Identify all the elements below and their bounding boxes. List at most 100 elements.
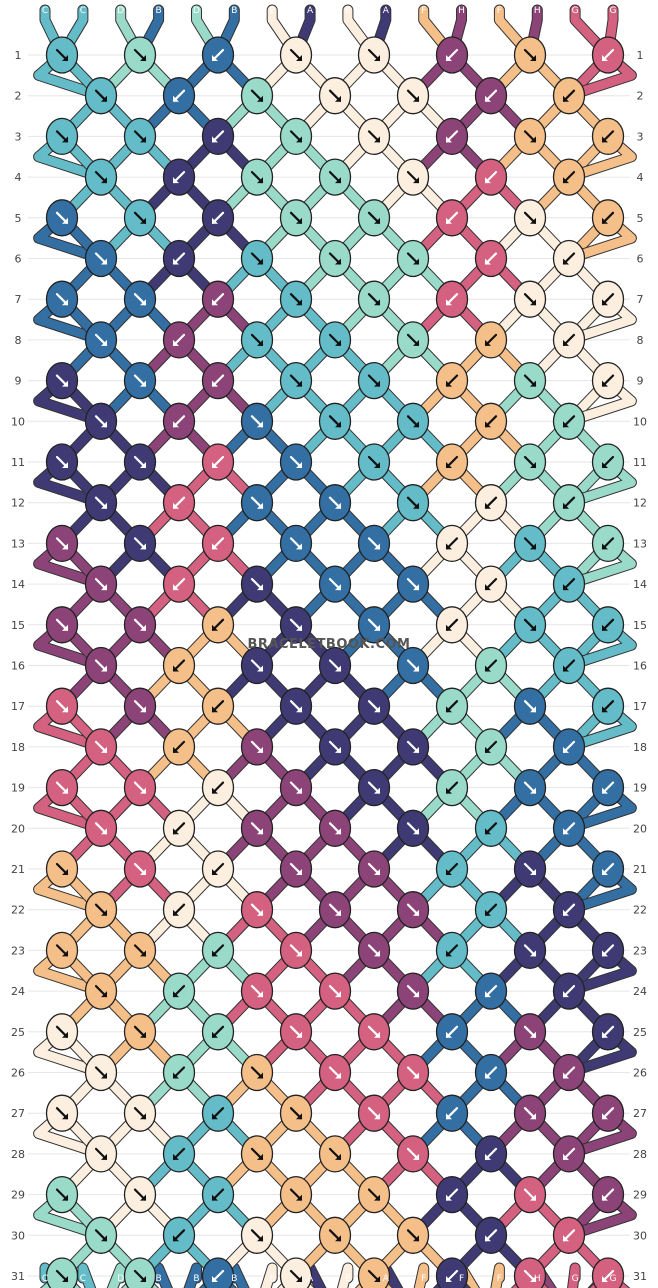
knot-arrow-head	[257, 746, 263, 753]
knot-arrow-head	[296, 706, 302, 713]
knot-oval	[123, 1257, 157, 1288]
knot-arrow-head	[374, 217, 380, 224]
knot-arrow-head	[485, 502, 491, 509]
knot-arrow-head	[257, 1153, 263, 1160]
knot	[318, 484, 352, 522]
row-number-right: 29	[633, 1189, 647, 1202]
knot-arrow-head	[563, 95, 569, 102]
knot	[45, 1094, 79, 1132]
bottom-strand-thread	[491, 1263, 504, 1288]
knot	[45, 687, 79, 725]
bottom-strand-label: E	[345, 1274, 351, 1284]
bottom-strand-thread	[107, 1263, 126, 1288]
knot-arrow-head	[413, 991, 419, 998]
knot	[201, 1013, 235, 1051]
knot-arrow-head	[140, 55, 146, 61]
top-strand-label: B	[156, 6, 162, 16]
knot	[552, 158, 586, 196]
knot	[123, 931, 157, 970]
knot	[279, 606, 313, 644]
knot-arrow-head	[413, 258, 419, 265]
knot-arrow-head	[140, 787, 146, 794]
top-strand-label: A	[383, 6, 390, 16]
knot	[357, 280, 391, 318]
knot	[552, 891, 586, 929]
knot-arrow-head	[140, 1276, 146, 1282]
knot-arrow-head	[173, 502, 179, 509]
knot	[513, 768, 547, 807]
knot-arrow-head	[296, 217, 302, 224]
knot-arrow-head	[446, 299, 452, 306]
knot-arrow-head	[446, 543, 452, 550]
knot-arrow-head	[485, 95, 491, 102]
knot	[357, 524, 391, 563]
bottom-strand-thread	[40, 1263, 75, 1288]
knot-arrow-head	[101, 258, 107, 265]
knot	[279, 36, 313, 74]
knot-arrow-head	[140, 299, 146, 306]
knot-arrow-head	[374, 787, 380, 794]
bottom-strand-thread	[261, 1263, 277, 1288]
knot-arrow-head	[62, 299, 68, 306]
knot	[240, 1216, 274, 1254]
row-number-right: 12	[633, 497, 647, 510]
knot	[84, 809, 118, 847]
row-number-right: 24	[633, 985, 647, 998]
knot	[279, 199, 313, 237]
knot	[357, 361, 391, 400]
knot-arrow-head	[485, 584, 491, 591]
knot-arrow-head	[140, 380, 146, 387]
knot	[435, 931, 469, 970]
knot-arrow-head	[173, 665, 179, 672]
knot	[279, 1175, 313, 1214]
row-number-right: 5	[637, 212, 644, 225]
knot	[318, 565, 352, 603]
knot	[552, 321, 586, 359]
row-number-right: 6	[637, 253, 644, 266]
knot	[591, 117, 625, 156]
knot-arrow-head	[413, 828, 419, 835]
knot-arrow-head	[602, 217, 608, 224]
row-number-right: 18	[633, 741, 647, 754]
knot-oval	[279, 1257, 313, 1288]
knot-arrow-head	[563, 1153, 569, 1160]
knot-arrow-head	[212, 787, 218, 794]
knot-arrow-head	[563, 502, 569, 509]
row-number-right: 7	[637, 293, 644, 306]
knot-arrow-head	[602, 55, 608, 61]
knot	[201, 36, 235, 74]
row-number-right: 14	[633, 578, 647, 591]
knot	[279, 280, 313, 318]
knot-arrow-head	[101, 1235, 107, 1242]
knot	[435, 850, 469, 888]
top-strand-label: H	[458, 6, 465, 16]
knot	[318, 646, 352, 685]
knot	[591, 199, 625, 237]
knot-arrow-head	[257, 421, 263, 428]
knot	[357, 1094, 391, 1132]
knot	[123, 443, 157, 481]
knot-arrow-head	[485, 1235, 491, 1242]
knot	[513, 606, 547, 644]
knot	[513, 1175, 547, 1214]
knot-arrow-head	[101, 584, 107, 591]
row-number-right: 31	[633, 1270, 647, 1283]
row-number-left: 26	[11, 1067, 25, 1080]
row-number-right: 17	[633, 700, 647, 713]
knot-arrow-head	[257, 584, 263, 591]
knot	[45, 443, 79, 481]
knot-arrow-head	[374, 1031, 380, 1038]
knot-arrow-head	[374, 55, 380, 61]
knot-arrow-head	[413, 665, 419, 672]
knot-arrow-head	[173, 746, 179, 753]
knot	[435, 199, 469, 237]
knot	[162, 321, 196, 359]
knot	[318, 728, 352, 766]
knot-arrow-head	[530, 1031, 536, 1038]
knot-arrow-head	[140, 624, 146, 631]
knot	[591, 687, 625, 725]
knot	[591, 1257, 625, 1288]
knot	[513, 931, 547, 970]
top-strand-label: E	[345, 6, 351, 16]
knot	[591, 606, 625, 644]
